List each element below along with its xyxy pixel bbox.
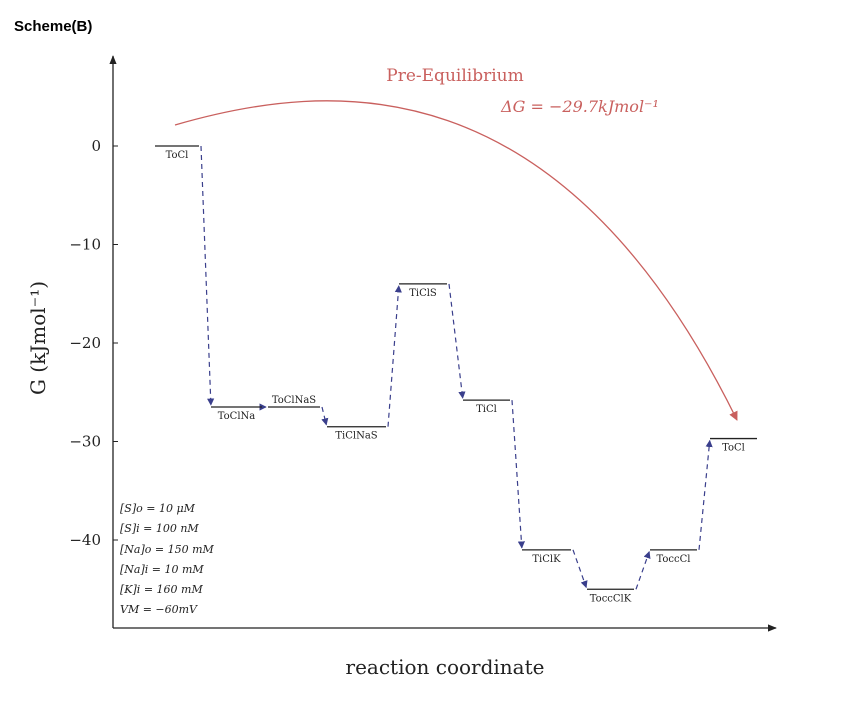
x-axis-title: reaction coordinate bbox=[346, 655, 545, 679]
state-label: TiClNaS bbox=[335, 431, 377, 442]
condition-item: [Na]i = 10 mM bbox=[120, 563, 204, 576]
transition-arrow bbox=[200, 145, 215, 406]
transition-arrow bbox=[572, 549, 588, 589]
state-label: ToCl bbox=[166, 150, 189, 161]
conditions-list: [S]o = 10 μM [S]i = 100 nM [Na]o = 150 m… bbox=[120, 502, 215, 616]
scheme-label: Scheme(B) bbox=[14, 18, 93, 35]
transition-arrow bbox=[387, 285, 402, 427]
y-tick-label: −40 bbox=[69, 531, 101, 549]
condition-item: [S]i = 100 nM bbox=[120, 522, 199, 535]
state-label: ToCl bbox=[722, 443, 745, 454]
state-label: TiClK bbox=[532, 554, 561, 565]
y-axis-title: G (kJmol⁻¹) bbox=[26, 281, 50, 395]
condition-item: [K]i = 160 mM bbox=[120, 583, 203, 596]
transition-arrow bbox=[635, 551, 651, 590]
condition-item: [Na]o = 150 mM bbox=[120, 543, 215, 556]
transition-arrow bbox=[698, 439, 713, 550]
transition-arrow bbox=[448, 283, 466, 399]
condition-item: VM = −60mV bbox=[120, 603, 198, 616]
pre-equilibrium-title: Pre-Equilibrium bbox=[386, 66, 523, 86]
y-tick-label: −30 bbox=[69, 433, 101, 451]
state-label: TiClS bbox=[409, 288, 437, 299]
state-label: ToccClK bbox=[590, 593, 632, 604]
state-label: ToccCl bbox=[657, 554, 691, 565]
pre-equilibrium-curve bbox=[174, 100, 738, 421]
state-label: ToClNaS bbox=[272, 395, 316, 406]
y-tick-label: −10 bbox=[69, 236, 101, 254]
y-tick-label: 0 bbox=[91, 137, 101, 155]
transition-arrow bbox=[511, 400, 526, 549]
y-tick-label: −20 bbox=[69, 334, 101, 352]
transition-arrow bbox=[321, 406, 329, 426]
condition-item: [S]o = 10 μM bbox=[120, 502, 196, 515]
state-label: TiCl bbox=[476, 404, 497, 415]
pre-equilibrium-dg: ΔG = −29.7kJmol⁻¹ bbox=[500, 97, 659, 116]
state-label: ToClNa bbox=[218, 411, 256, 422]
